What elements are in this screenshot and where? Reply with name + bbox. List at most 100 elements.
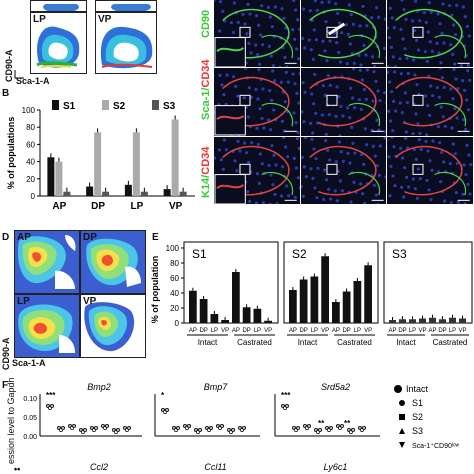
- nucleus-dot: [428, 158, 432, 162]
- nucleus-dot: [297, 101, 300, 105]
- chart-e-category-label: AP: [289, 328, 297, 334]
- nucleus-dot: [467, 153, 471, 157]
- nucleus-dot: [254, 201, 258, 204]
- nucleus-dot: [256, 142, 260, 146]
- f-gene-title-2: Ccl2: [90, 462, 108, 472]
- nucleus-dot: [323, 138, 327, 142]
- nucleus-dot: [346, 32, 350, 36]
- nucleus-dot: [313, 0, 317, 3]
- nucleus-dot: [400, 0, 404, 2]
- nucleus-dot: [407, 185, 411, 189]
- nucleus-dot: [327, 0, 331, 4]
- nucleus-dot: [384, 101, 387, 105]
- flow-plot-top-partial-2: [95, 0, 157, 12]
- nucleus-dot: [425, 20, 429, 24]
- nucleus-dot: [294, 8, 298, 12]
- nucleus-dot: [451, 97, 455, 101]
- flow-plot-d-vp: VP: [80, 294, 146, 358]
- nucleus-dot: [294, 121, 298, 125]
- legend-circle-icon: [394, 385, 402, 393]
- nucleus-dot: [357, 53, 361, 57]
- nucleus-dot: [455, 3, 459, 7]
- nucleus-dot: [364, 142, 368, 146]
- legend-label: S1: [412, 398, 423, 408]
- nucleus-dot: [273, 79, 277, 83]
- nucleus-dot: [273, 192, 277, 196]
- nucleus-dot: [452, 142, 456, 146]
- nucleus-dot: [270, 143, 274, 147]
- chart-b-bar: [86, 186, 94, 196]
- nucleus-dot: [323, 49, 327, 53]
- nucleus-dot: [286, 154, 290, 158]
- nucleus-dot: [235, 168, 239, 172]
- chart-e-category-label: DP: [199, 328, 207, 334]
- nucleus-dot: [438, 140, 442, 144]
- nucleus-dot: [287, 193, 291, 197]
- nucleus-dot: [245, 32, 249, 36]
- row-label-sca1: Sca-1/: [200, 87, 212, 120]
- nucleus-dot: [315, 195, 319, 199]
- chart-e-bar: [439, 319, 446, 323]
- nucleus-dot: [222, 138, 226, 142]
- nucleus-dot: [417, 48, 421, 52]
- nucleus-dot: [333, 189, 337, 193]
- nucleus-dot: [339, 105, 343, 109]
- inset-box: [214, 37, 246, 68]
- nucleus-dot: [370, 55, 374, 59]
- gland-outline: [395, 8, 463, 59]
- chart-e-bar: [253, 308, 262, 323]
- chart-e-bar: [264, 320, 272, 323]
- nucleus-dot: [383, 17, 387, 21]
- nucleus-dot: [271, 182, 275, 186]
- nucleus-dot: [347, 116, 351, 120]
- nucleus-dot: [468, 79, 472, 83]
- nucleus-dot: [284, 145, 288, 149]
- nucleus-dot: [300, 36, 304, 40]
- nucleus-dot: [282, 16, 286, 20]
- nucleus-dot: [462, 163, 466, 167]
- nucleus-dot: [327, 113, 331, 117]
- nucleus-dot: [387, 26, 390, 30]
- nucleus-dot: [261, 43, 265, 47]
- nucleus-dot: [232, 75, 236, 79]
- f-ytick-label: 0.05: [23, 415, 37, 422]
- nucleus-dot: [218, 74, 222, 78]
- nucleus-dot: [328, 84, 332, 88]
- chart-e-panel-title: S2: [292, 247, 307, 261]
- micrograph-tile: [300, 136, 388, 205]
- chart-e-bar: [332, 302, 340, 323]
- micrograph-tile: [387, 0, 474, 69]
- micrograph-image: [214, 136, 300, 204]
- nucleus-dot: [438, 22, 442, 26]
- chart-b-bar: [163, 189, 171, 196]
- nucleus-dot: [443, 86, 447, 90]
- nucleus-dot: [322, 168, 326, 172]
- row-label-k14: K14/: [200, 174, 212, 198]
- nucleus-dot: [456, 87, 460, 91]
- nucleus-dot: [468, 192, 472, 196]
- nucleus-dot: [258, 152, 262, 156]
- chart-e-panel-frame: [283, 241, 379, 324]
- chart-e-group-label: Castrated: [237, 338, 272, 347]
- panel-a: LP VP CD90-A Sca-1-A: [0, 0, 200, 86]
- chart-f: 0.10 0.05 0.00 Bmp2 *** Ccl2 Bmp7 * Ccl11 Srd5a2 *…: [14, 382, 460, 474]
- chart-b-y-label: % of populations: [6, 117, 16, 190]
- nucleus-dot: [357, 98, 361, 102]
- nucleus-dot: [254, 43, 258, 47]
- nucleus-dot: [300, 155, 304, 159]
- nucleus-dot: [296, 175, 300, 179]
- chart-b-legend-label: S3: [163, 101, 176, 112]
- chart-e-category-label: AP: [388, 328, 396, 334]
- nucleus-dot: [360, 191, 364, 195]
- micrograph-tile: [300, 68, 388, 137]
- nucleus-dot: [261, 87, 265, 91]
- nucleus-dot: [398, 57, 402, 61]
- nucleus-dot: [300, 110, 304, 114]
- chart-e-bar: [399, 319, 406, 323]
- nucleus-dot: [245, 150, 249, 154]
- nucleus-dot: [243, 141, 247, 145]
- nucleus-dot: [352, 61, 356, 65]
- nucleus-dot: [371, 144, 375, 148]
- nucleus-dot: [236, 20, 240, 24]
- nucleus-dot: [337, 95, 341, 99]
